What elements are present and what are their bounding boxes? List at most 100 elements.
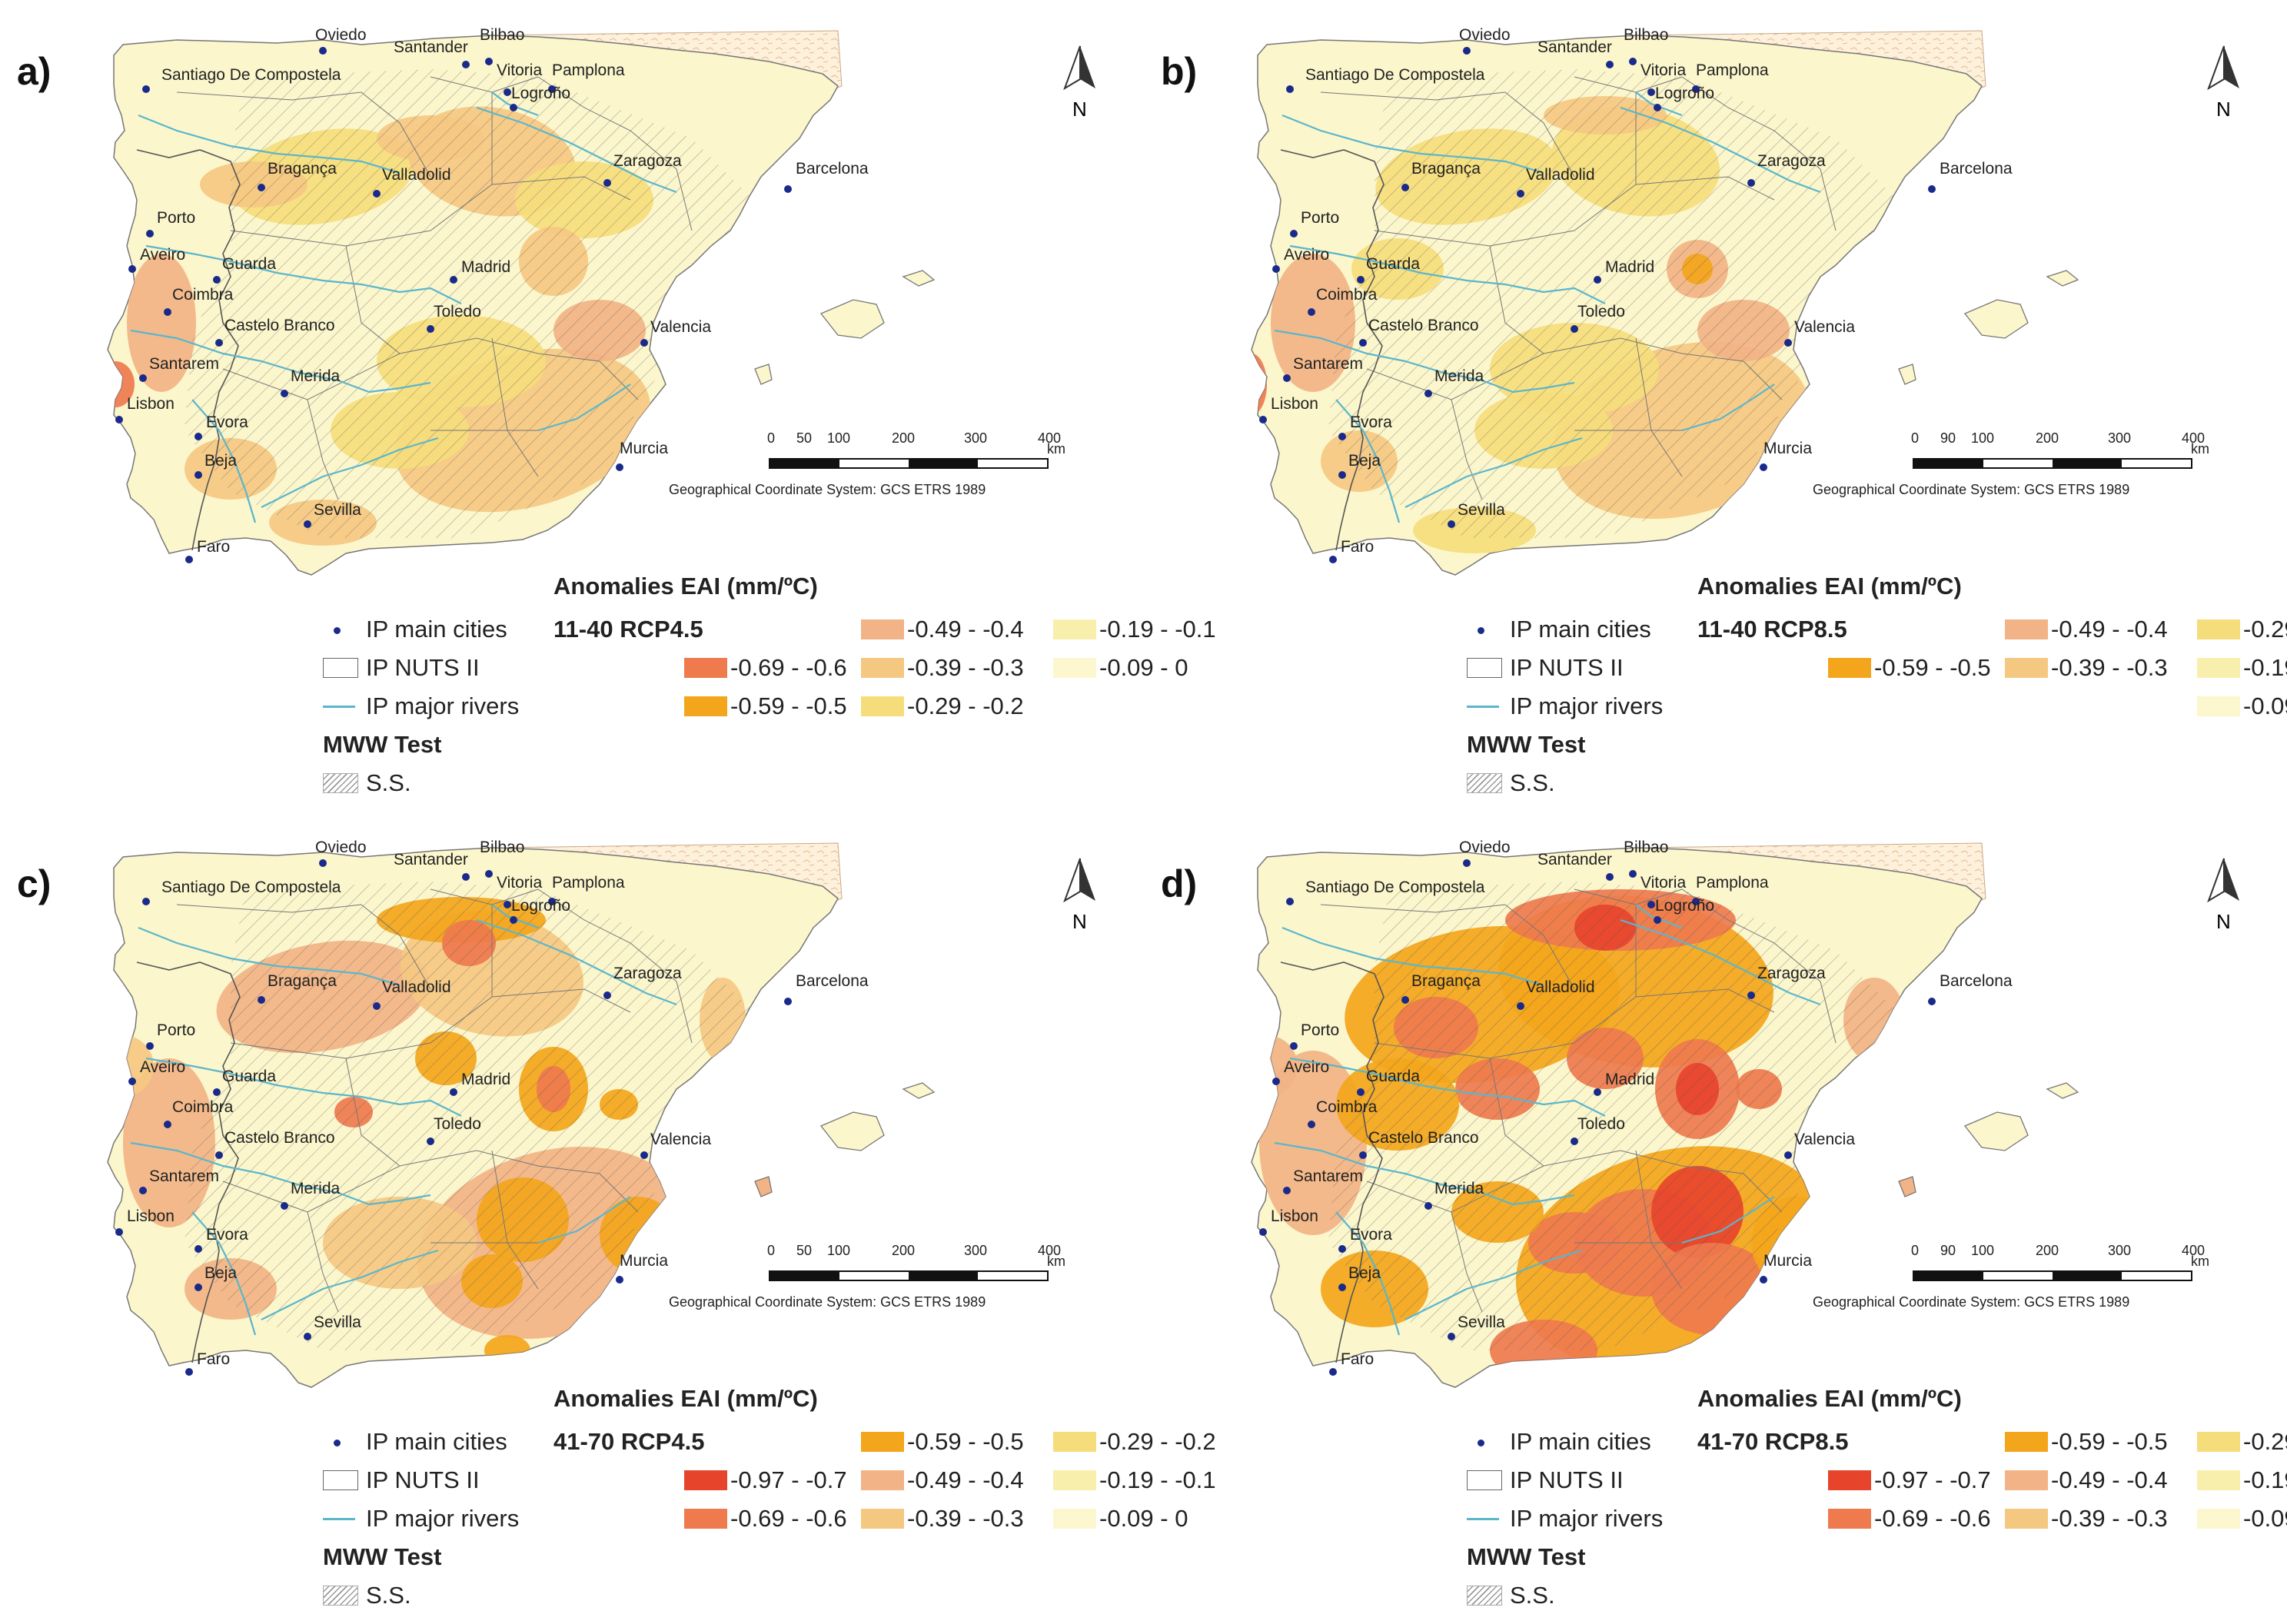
river-3	[191, 1211, 257, 1336]
nuts-boundary-10	[599, 1173, 639, 1213]
city-dot-porto	[1290, 1042, 1298, 1050]
legend-class-4: -0.29 - -0.2	[861, 692, 1024, 720]
legend-class-label: -0.97 - -0.7	[730, 1466, 847, 1493]
legend-title: Anomalies EAI (mm/ºC)	[1697, 573, 1962, 599]
north-arrow-icon	[2207, 45, 2239, 91]
city-label-castelo-branco: Castelo Branco	[1368, 317, 1479, 334]
legend-class-label: -0.29 - -0.2	[2243, 616, 2287, 643]
legend-class-label: -0.49 - -0.4	[907, 616, 1024, 643]
city-label-zaragoza: Zaragoza	[1757, 965, 1826, 982]
nuts-boundary-5	[1681, 76, 1821, 170]
ibiza-island	[754, 1176, 773, 1197]
city-label-murcia: Murcia	[620, 440, 668, 457]
legend-nuts-label: IP NUTS II	[366, 654, 480, 681]
scale-bar: 0 50 100 200 300 400 km	[761, 1243, 1115, 1304]
city-label-aveiro: Aveiro	[1284, 1058, 1329, 1076]
scale-tick-label: 0	[767, 1243, 776, 1258]
city-label-logrono: Logroño	[1655, 85, 1714, 102]
city-dot-castelo-branco	[215, 1151, 223, 1159]
city-label-guarda: Guarda	[1366, 255, 1420, 273]
legend-ss-symbol	[323, 773, 358, 793]
city-dot-valencia	[640, 1151, 648, 1159]
legend-class-label: -0.29 - -0.2	[2243, 1428, 2287, 1455]
city-label-pamplona: Pamplona	[552, 61, 625, 79]
city-label-aveiro: Aveiro	[140, 1058, 185, 1076]
legend-class-swatch	[2197, 1509, 2240, 1529]
city-dot-logrono	[510, 104, 517, 111]
iberian-map: Oviedo Bilbao Santander Vitoria Pamplona Sant…	[1251, 839, 2079, 1388]
legend-ss-symbol	[1467, 773, 1502, 793]
legend-class-1: -0.49 - -0.4	[2005, 616, 2168, 643]
city-label-porto: Porto	[1301, 209, 1339, 227]
legend-class-label: -0.09 - 0	[1099, 654, 1188, 681]
river-2	[1274, 1141, 1575, 1206]
city-dot-santander	[1606, 61, 1614, 68]
scale-segment-2	[2053, 460, 2122, 467]
city-label-merida: Merida	[1434, 367, 1484, 385]
legend-nuts: IP NUTS II	[323, 1466, 480, 1494]
legend-class-2: -0.59 - -0.5	[861, 1428, 1024, 1456]
city-label-braganca: Bragança	[268, 160, 337, 178]
city-label-barcelona: Barcelona	[1940, 972, 2013, 990]
nuts-boundary-9	[399, 1150, 600, 1174]
mallorca-island	[1963, 1111, 2029, 1151]
legend-class-3: -0.49 - -0.4	[2005, 1466, 2168, 1494]
anomaly-area-5	[127, 254, 196, 392]
legend-class-swatch	[1828, 1509, 1871, 1529]
legend-cities-label: IP main cities	[1510, 1428, 1651, 1455]
legend-class-label: -0.59 - -0.5	[2051, 1428, 2168, 1455]
city-label-lisbon: Lisbon	[127, 395, 175, 413]
city-label-sevilla: Sevilla	[1458, 1313, 1505, 1331]
legend-nuts-label: IP NUTS II	[1510, 1466, 1624, 1493]
nuts-boundary-7	[230, 184, 493, 247]
north-arrow: N	[2201, 855, 2247, 943]
north-label: N	[2216, 98, 2231, 121]
legend-class-swatch	[861, 1470, 904, 1490]
scale-segment-0	[1914, 1272, 1983, 1280]
legend-period: 11-40 RCP8.5	[1697, 616, 1847, 643]
city-label-porto: Porto	[157, 209, 195, 227]
city-dot-santiago-de-compostela	[142, 898, 150, 905]
river-1	[145, 244, 462, 304]
legend-period-label: 11-40 RCP4.5	[553, 616, 703, 643]
nuts-boundary-4	[1635, 988, 1775, 1013]
scale-segment-2	[909, 460, 978, 467]
legend-class-0: -0.59 - -0.5	[1828, 654, 1991, 682]
legend-class-4: -0.39 - -0.3	[861, 1505, 1024, 1533]
legend-nuts-symbol	[323, 1470, 358, 1490]
portugal-spain-border	[1280, 149, 1384, 551]
legend-period-label: 11-40 RCP8.5	[1697, 616, 1847, 643]
city-dot-evora	[1338, 433, 1346, 440]
city-dot-santander	[462, 61, 470, 68]
nuts-boundary-0	[176, 91, 362, 101]
legend-nuts-label: IP NUTS II	[1510, 654, 1624, 681]
river-3	[191, 399, 257, 523]
city-dot-merida	[1424, 390, 1432, 397]
map-panel-c: c) Oviedo Bilbao Santander Vitoria Pamplona Sa…	[0, 812, 1216, 1624]
city-dot-madrid	[450, 276, 457, 284]
nuts-boundary-12	[1451, 1211, 1483, 1313]
city-label-faro: Faro	[197, 538, 230, 556]
river-4	[261, 1249, 439, 1320]
city-dot-pamplona	[1692, 898, 1700, 905]
legend-class-label: -0.49 - -0.4	[907, 1466, 1024, 1493]
river-0	[1281, 114, 1544, 174]
city-label-zaragoza: Zaragoza	[1757, 152, 1826, 170]
mallorca-island	[819, 1111, 885, 1151]
legend-cities: IP main cities	[1467, 1428, 1651, 1456]
river-6	[1681, 384, 1775, 432]
scale-tick-label: 400	[1038, 430, 1062, 446]
scale-tick-label: 200	[892, 430, 916, 446]
nuts-boundary-7	[1374, 996, 1637, 1059]
legend-class-label: -0.69 - -0.6	[730, 654, 847, 681]
city-label-evora: Evora	[1350, 413, 1392, 431]
legend-class-label: -0.59 - -0.5	[907, 1428, 1024, 1455]
scale-segment-2	[909, 1272, 978, 1280]
city-label-merida: Merida	[1434, 1180, 1484, 1197]
scale-tick-label: 50	[796, 430, 813, 446]
menorca-island	[2046, 1082, 2079, 1099]
city-dot-aveiro	[128, 265, 136, 273]
city-dot-sevilla	[304, 520, 311, 528]
city-dot-sevilla	[1448, 520, 1455, 528]
map-panel-b: b) Oviedo Bilbao Santander Vitoria Pamplona Sa…	[1144, 0, 2287, 812]
